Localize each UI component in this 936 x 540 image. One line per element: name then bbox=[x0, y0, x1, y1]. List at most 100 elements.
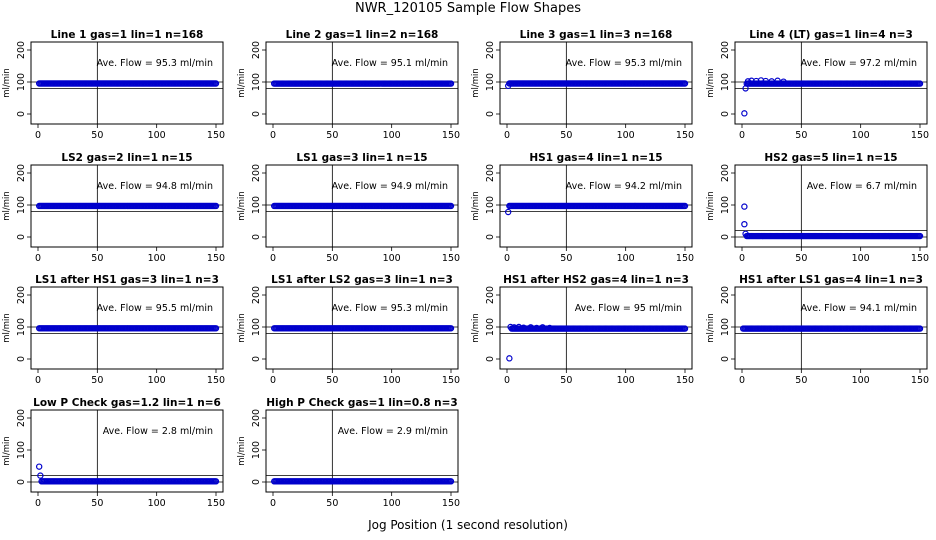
panel-title: Line 1 gas=1 lin=1 n=168 bbox=[51, 29, 204, 41]
x-axis-label: Jog Position (1 second resolution) bbox=[368, 518, 568, 532]
y-tick-label: 100 bbox=[16, 318, 27, 336]
y-axis-label: ml/min bbox=[706, 191, 716, 221]
y-tick-label: 0 bbox=[251, 356, 262, 362]
plot-frame bbox=[734, 286, 928, 370]
data-points bbox=[35, 202, 220, 210]
x-tick-label: 150 bbox=[442, 498, 460, 509]
data-point bbox=[447, 325, 455, 332]
x-tick-label: 150 bbox=[676, 375, 694, 386]
panel-7: HS1 gas=4 lin=1 n=15 Ave. Flow = 94.2 ml/… bbox=[471, 152, 694, 264]
panel-title: High P Check gas=1 lin=0.8 n=3 bbox=[266, 397, 457, 409]
y-axis-label: ml/min bbox=[2, 191, 12, 221]
panel-8: HS2 gas=5 lin=1 n=15 Ave. Flow = 6.7 ml/m… bbox=[706, 152, 929, 264]
data-points bbox=[741, 203, 924, 240]
annotation-average-flow: Ave. Flow = 94.2 ml/min bbox=[566, 181, 682, 192]
plot-frame bbox=[499, 164, 693, 248]
y-tick-label: 0 bbox=[16, 479, 27, 485]
panel-5: LS2 gas=2 lin=1 n=15 Ave. Flow = 94.8 ml/… bbox=[2, 152, 225, 264]
x-tick-label: 0 bbox=[270, 498, 276, 509]
x-tick-label: 0 bbox=[270, 253, 276, 264]
x-tick-label: 150 bbox=[207, 498, 225, 509]
data-point bbox=[741, 220, 748, 228]
x-tick-label: 100 bbox=[383, 498, 401, 509]
y-tick-label: 0 bbox=[251, 479, 262, 485]
x-tick-label: 50 bbox=[560, 375, 572, 386]
y-tick-label: 100 bbox=[16, 441, 27, 459]
panel-title: HS1 after HS2 gas=4 lin=1 n=3 bbox=[503, 274, 689, 286]
panel-9: LS1 after HS1 gas=3 lin=1 n=3 Ave. Flow =… bbox=[2, 274, 225, 386]
y-tick-label: 200 bbox=[485, 286, 496, 304]
x-tick-label: 50 bbox=[560, 253, 572, 264]
x-tick-label: 100 bbox=[617, 375, 635, 386]
data-point bbox=[506, 355, 513, 362]
y-tick-label: 0 bbox=[720, 356, 731, 362]
y-tick-label: 200 bbox=[485, 164, 496, 182]
y-tick-label: 200 bbox=[251, 409, 262, 427]
panel-title: HS1 gas=4 lin=1 n=15 bbox=[529, 152, 662, 164]
data-point bbox=[546, 324, 553, 332]
y-tick-label: 100 bbox=[251, 318, 262, 336]
data-point bbox=[447, 478, 455, 485]
plot-frame bbox=[265, 41, 459, 125]
x-tick-label: 150 bbox=[442, 375, 460, 386]
data-point bbox=[681, 80, 689, 87]
data-points bbox=[506, 323, 689, 362]
data-point bbox=[35, 463, 43, 470]
x-tick-label: 50 bbox=[326, 130, 338, 141]
y-tick-label: 200 bbox=[720, 41, 731, 59]
data-point bbox=[780, 78, 787, 85]
x-tick-label: 50 bbox=[795, 130, 807, 141]
y-tick-label: 200 bbox=[16, 164, 27, 182]
x-tick-label: 150 bbox=[207, 253, 225, 264]
data-point bbox=[539, 324, 546, 331]
y-axis-label: ml/min bbox=[237, 313, 247, 343]
plot-frame bbox=[30, 41, 224, 125]
x-tick-label: 150 bbox=[911, 130, 929, 141]
panel-1: Line 1 gas=1 lin=1 n=168 Ave. Flow = 95.3… bbox=[2, 29, 225, 141]
x-tick-label: 0 bbox=[739, 375, 745, 386]
x-tick-label: 0 bbox=[504, 253, 510, 264]
x-tick-label: 100 bbox=[852, 130, 870, 141]
x-tick-label: 100 bbox=[148, 253, 166, 264]
figure-title: NWR_120105 Sample Flow Shapes bbox=[354, 1, 582, 16]
panel-4: Line 4 (LT) gas=1 lin=4 n=3 Ave. Flow = 9… bbox=[706, 29, 929, 141]
x-tick-label: 0 bbox=[739, 253, 745, 264]
y-tick-label: 200 bbox=[720, 164, 731, 182]
data-point bbox=[37, 472, 44, 479]
data-points bbox=[35, 80, 220, 87]
annotation-average-flow: Ave. Flow = 95.5 ml/min bbox=[97, 303, 213, 314]
annotation-average-flow: Ave. Flow = 97.2 ml/min bbox=[801, 58, 917, 69]
data-point bbox=[916, 80, 924, 87]
x-tick-label: 50 bbox=[91, 498, 103, 509]
panel-title: Low P Check gas=1.2 lin=1 n=6 bbox=[33, 397, 221, 409]
y-tick-label: 0 bbox=[720, 111, 731, 117]
annotation-average-flow: Ave. Flow = 95.3 ml/min bbox=[97, 58, 213, 69]
x-tick-label: 0 bbox=[504, 130, 510, 141]
panel-title: Line 3 gas=1 lin=3 n=168 bbox=[520, 29, 673, 41]
data-point bbox=[681, 202, 689, 210]
x-tick-label: 50 bbox=[795, 253, 807, 264]
y-axis-label: ml/min bbox=[471, 68, 481, 98]
y-tick-label: 0 bbox=[16, 111, 27, 117]
y-axis-label: ml/min bbox=[706, 313, 716, 343]
panel-12: HS1 after LS1 gas=4 lin=1 n=3 Ave. Flow =… bbox=[706, 274, 929, 386]
x-tick-label: 150 bbox=[207, 375, 225, 386]
data-point bbox=[504, 208, 512, 216]
x-tick-label: 100 bbox=[852, 253, 870, 264]
x-tick-label: 100 bbox=[383, 253, 401, 264]
data-point bbox=[504, 82, 512, 90]
annotation-average-flow: Ave. Flow = 95.1 ml/min bbox=[332, 58, 448, 69]
annotation-average-flow: Ave. Flow = 6.7 ml/min bbox=[807, 181, 917, 192]
y-tick-label: 100 bbox=[485, 196, 496, 214]
data-points bbox=[504, 80, 689, 90]
annotation-average-flow: Ave. Flow = 95.3 ml/min bbox=[332, 303, 448, 314]
y-axis-label: ml/min bbox=[2, 313, 12, 343]
plot-frame bbox=[30, 164, 224, 248]
data-point bbox=[527, 324, 534, 331]
y-axis-label: ml/min bbox=[706, 68, 716, 98]
plot-frame bbox=[734, 164, 928, 248]
plot-frame bbox=[734, 41, 928, 125]
panel-11: HS1 after HS2 gas=4 lin=1 n=3 Ave. Flow =… bbox=[471, 274, 694, 386]
data-points bbox=[270, 202, 455, 210]
